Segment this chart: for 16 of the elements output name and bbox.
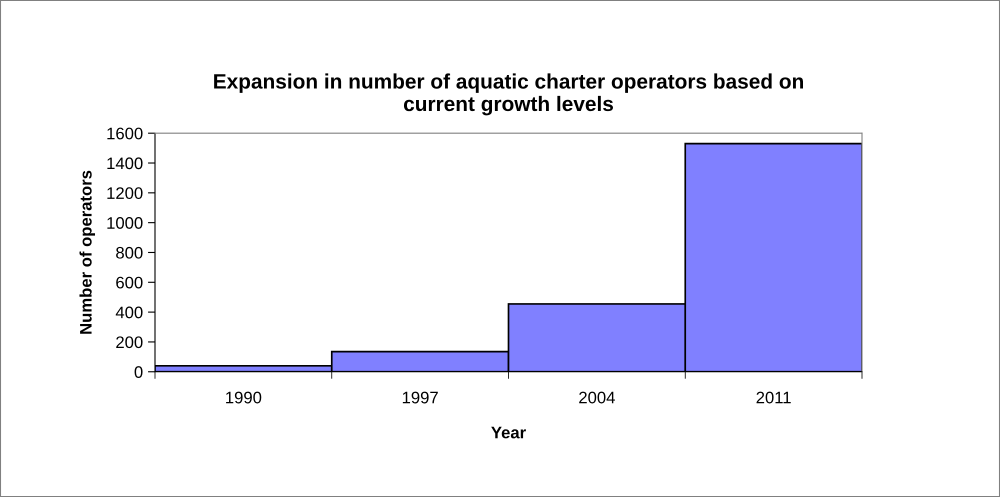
y-tick-label: 1600 xyxy=(107,128,143,140)
x-axis-title: Year xyxy=(491,426,526,438)
y-tick-label: 200 xyxy=(116,336,143,348)
y-tick-label: 1000 xyxy=(107,217,143,229)
y-tick-label: 600 xyxy=(116,276,143,288)
chart-title: Expansion in number of aquatic charter operators based on current growth levels xyxy=(214,73,804,116)
y-axis-title: Number of operators xyxy=(79,170,96,334)
x-tick-label: 1997 xyxy=(402,392,438,404)
x-tick-label: 1990 xyxy=(226,392,262,404)
y-tick-label: 0 xyxy=(134,366,143,378)
y-tick-label: 1200 xyxy=(107,187,143,200)
y-tick-label: 800 xyxy=(116,246,143,259)
x-tick-label: 2004 xyxy=(579,392,615,404)
x-tick-label: 2011 xyxy=(756,392,791,404)
y-tick-label: 1400 xyxy=(107,157,143,170)
y-tick-label: 400 xyxy=(116,306,143,318)
